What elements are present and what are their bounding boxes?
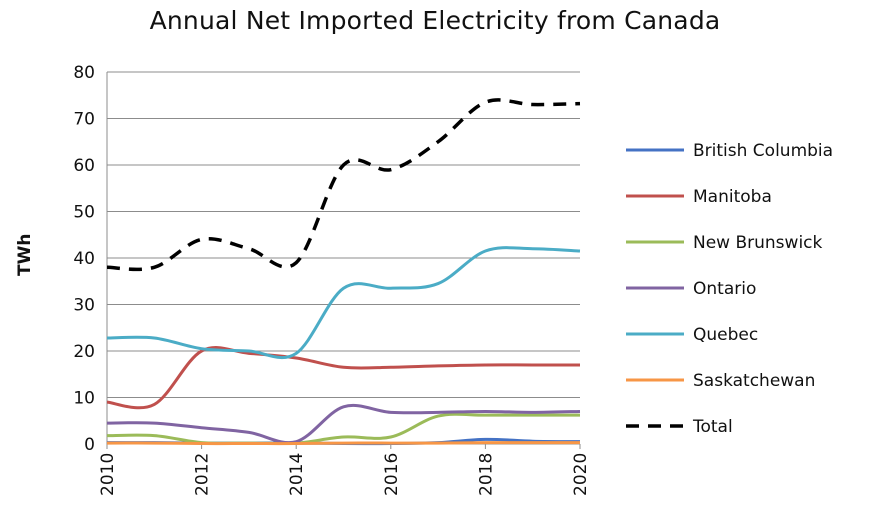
y-tick-label: 30 (73, 296, 95, 316)
series-line-new-brunswick (106, 412, 580, 446)
legend-label-new-brunswick: New Brunswick (693, 233, 823, 253)
legend-label-total: Total (692, 417, 733, 437)
y-tick-label: 10 (73, 389, 95, 409)
legend-label-ontario: Ontario (693, 279, 756, 299)
series-line-total (106, 98, 581, 272)
y-tick-labels: 0 10 20 30 40 50 60 70 80 (73, 63, 95, 455)
series-lines (106, 98, 581, 446)
gridlines (107, 71, 580, 445)
legend-label-british-columbia: British Columbia (693, 141, 833, 161)
y-tick-label: 70 (73, 110, 95, 130)
x-tick-label: 2018 (476, 453, 496, 496)
x-tick-label: 2012 (193, 453, 213, 496)
legend: British Columbia Manitoba New Brunswick Ont… (626, 141, 833, 437)
series-line-quebec (106, 246, 581, 359)
legend-label-saskatchewan: Saskatchewan (693, 371, 815, 391)
series-line-saskatchewan (106, 441, 580, 446)
x-tick-label: 2020 (571, 453, 591, 496)
y-tick-label: 0 (84, 435, 95, 455)
x-tick-labels: 2010 2012 2014 2016 2018 2020 (98, 444, 591, 496)
y-tick-label: 80 (73, 63, 95, 83)
y-tick-label: 60 (73, 156, 95, 176)
legend-label-quebec: Quebec (693, 325, 758, 345)
x-tick-label: 2016 (382, 453, 402, 496)
series-line-manitoba (106, 346, 580, 410)
series-line-ontario (106, 403, 581, 445)
chart-title: Annual Net Imported Electricity from Can… (149, 6, 721, 35)
y-tick-label: 50 (73, 203, 95, 223)
legend-label-manitoba: Manitoba (693, 187, 772, 207)
y-tick-label: 20 (73, 342, 95, 362)
y-axis-label: TWh (15, 234, 35, 276)
x-tick-label: 2014 (287, 453, 307, 496)
x-tick-label: 2010 (98, 453, 118, 496)
y-tick-label: 40 (73, 249, 95, 269)
